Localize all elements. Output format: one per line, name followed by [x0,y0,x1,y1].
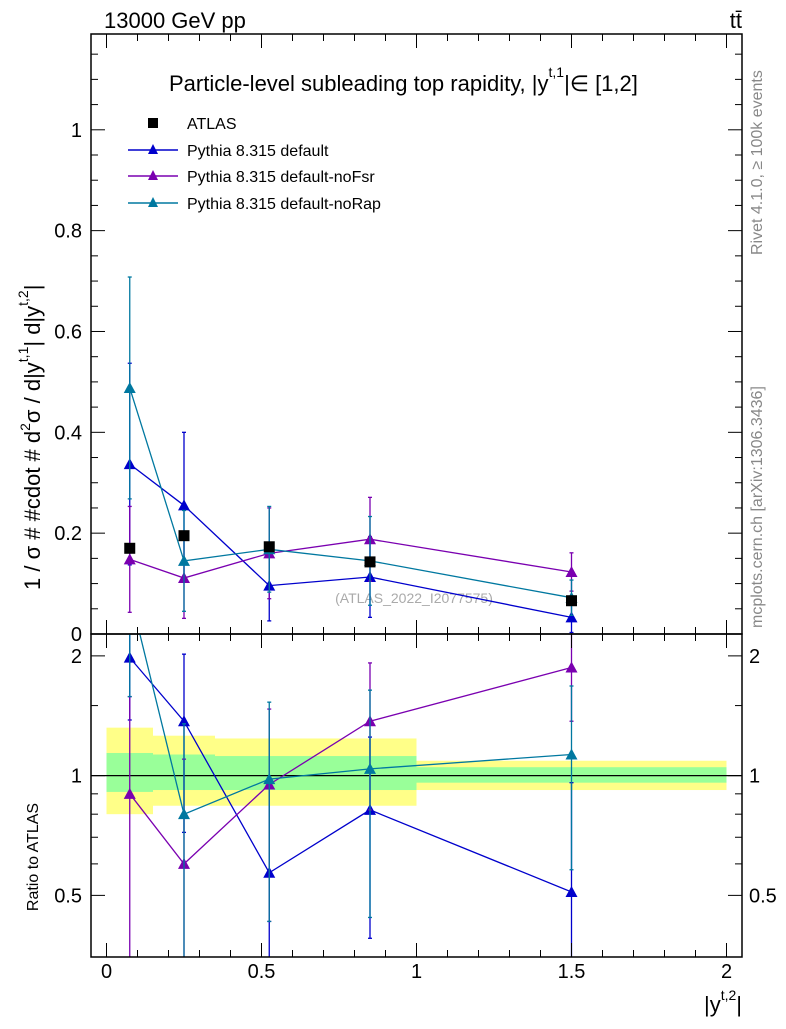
xlabel-main: |y [704,992,721,1017]
legend-marker-default [148,144,158,154]
ratio-tick-label-right: 2 [749,646,760,668]
ratio-tick-label: 1 [71,766,82,788]
data-point [364,556,376,568]
ratio-point-2 [364,762,376,774]
series-point-2 [123,381,136,393]
series-point-1 [565,565,578,577]
series-point-1 [123,553,136,565]
x-tick-label: 1.5 [558,961,586,983]
title-sup: t,1 [549,64,565,80]
ylabel-d: t,1 [15,346,31,362]
ratio-tick-label: 0.5 [54,885,82,907]
ratio-tick-label: 2 [71,646,82,668]
ratio-point-0 [178,715,190,727]
ylabel-e: | d|y [20,306,45,347]
legend-label-default: Pythia 8.315 default [187,143,329,160]
ratio-tick-label-right: 1 [749,766,760,788]
legend: ATLAS Pythia 8.315 default Pythia 8.315 … [128,116,381,213]
ylabel-f: t,2 [15,290,31,306]
y-tick-label: 0.2 [54,523,82,545]
data-point [566,595,577,607]
ratio-y-axis-label: Ratio to ATLAS [25,803,42,911]
y-tick-label: 0 [71,624,82,646]
legend-label-nofsr: Pythia 8.315 default-noFsr [187,169,375,186]
ratio-point-2 [178,808,190,820]
chart-title: Particle-level subleading top rapidity, … [169,64,638,96]
ratio-point-2 [263,773,276,785]
ratio-axis-ticks [91,634,742,957]
xlabel-sup: t,2 [721,987,737,1003]
legend-marker-nofsr [148,170,158,180]
ylabel-c: σ / d|y [20,362,45,423]
energy-label: 13000 GeV pp [104,8,246,33]
main-data-group [124,530,577,607]
title-main: Particle-level subleading top rapidity, … [169,71,549,96]
series-line-2 [129,387,572,599]
y-axis-label: 1 / σ # #cdot # d2σ / d|yt,1| d|yt,2| [15,285,45,590]
legend-marker-atlas [148,118,158,128]
ratio-tick-label-right: 0.5 [749,885,777,907]
legend-marker-norap [148,197,158,207]
series-point-0 [565,611,578,623]
ylabel-b: 2 [17,423,33,431]
y-tick-label: 0.4 [54,422,82,444]
process-label: tt̄ [730,8,742,33]
x-tick-label: 0 [101,961,112,983]
ratio-point-0 [565,885,578,897]
y-tick-label: 0.6 [54,321,82,343]
mcplots-label: mcplots.cern.ch [arXiv:1306.3436] [749,386,766,628]
main-series-group [123,276,578,634]
ratio-point-1 [123,787,136,799]
y-tick-label: 1 [71,120,82,142]
series-point-2 [178,554,190,566]
ratio-uncertainty-bands [106,727,727,815]
ratio-tick-labels: 0.5 0.5 1 1 2 2 [54,646,777,908]
ylabel-a: 1 / σ # #cdot # d [20,431,45,590]
data-point [263,541,275,553]
main-axis-ticks [91,34,742,635]
legend-label-atlas: ATLAS [187,116,237,133]
ratio-series-group [123,634,578,957]
data-point [124,542,136,554]
xlabel-tail: | [736,992,742,1017]
main-y-tick-labels: 0 0.2 0.4 0.6 0.8 1 [54,120,82,646]
x-tick-label: 2 [721,961,732,983]
rivet-label: Rivet 4.1.0, ≥ 100k events [749,70,766,255]
ratio-point-2 [565,748,578,760]
y-tick-label: 0.8 [54,221,82,243]
x-tick-label: 1 [411,961,422,983]
ratio-point-1 [565,661,578,673]
data-point [178,530,190,542]
x-tick-labels: 0 0.5 1 1.5 2 [101,961,732,983]
x-tick-label: 0.5 [248,961,276,983]
ylabel-g: | [20,285,45,291]
series-point-0 [178,499,190,511]
legend-label-norap: Pythia 8.315 default-noRap [187,196,381,213]
x-axis-label: |yt,2| [704,987,742,1017]
analysis-watermark: (ATLAS_2022_I2077575) [335,590,493,606]
title-tail: |∈ [1,2] [564,71,638,96]
